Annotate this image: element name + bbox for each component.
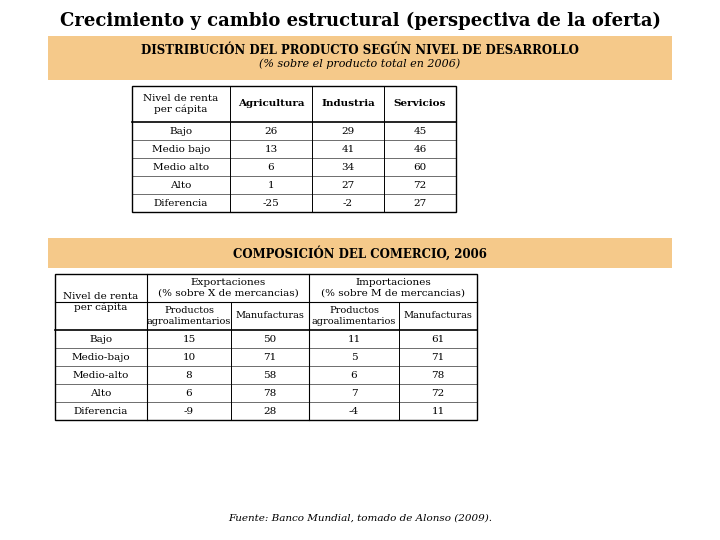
Text: 8: 8 <box>186 370 192 380</box>
Text: Medio-bajo: Medio-bajo <box>72 353 130 361</box>
Text: Nivel de renta
per cápita: Nivel de renta per cápita <box>143 94 219 114</box>
Text: 11: 11 <box>347 334 361 343</box>
Text: Crecimiento y cambio estructural (perspectiva de la oferta): Crecimiento y cambio estructural (perspe… <box>60 12 660 30</box>
Text: 45: 45 <box>413 126 427 136</box>
Text: -2: -2 <box>343 199 353 207</box>
Text: 34: 34 <box>341 163 355 172</box>
Text: Productos
agroalimentarios: Productos agroalimentarios <box>312 306 396 326</box>
Text: 13: 13 <box>264 145 278 153</box>
Text: Alto: Alto <box>90 388 112 397</box>
Text: Diferencia: Diferencia <box>154 199 208 207</box>
Text: Medio alto: Medio alto <box>153 163 209 172</box>
Text: 71: 71 <box>431 353 445 361</box>
Text: 28: 28 <box>264 407 276 415</box>
Text: 6: 6 <box>351 370 357 380</box>
Text: 58: 58 <box>264 370 276 380</box>
Text: Nivel de renta
per cápita: Nivel de renta per cápita <box>63 292 139 312</box>
Text: -9: -9 <box>184 407 194 415</box>
Text: 46: 46 <box>413 145 427 153</box>
Text: -4: -4 <box>349 407 359 415</box>
Text: 71: 71 <box>264 353 276 361</box>
Text: Importaciones
(% sobre M de mercancias): Importaciones (% sobre M de mercancias) <box>321 278 465 298</box>
Text: 78: 78 <box>431 370 445 380</box>
Text: 41: 41 <box>341 145 355 153</box>
Text: 5: 5 <box>351 353 357 361</box>
Text: 7: 7 <box>351 388 357 397</box>
Text: Exportaciones
(% sobre X de mercancias): Exportaciones (% sobre X de mercancias) <box>158 278 298 298</box>
Text: 11: 11 <box>431 407 445 415</box>
Text: 27: 27 <box>341 180 355 190</box>
Text: COMPOSICIÓN DEL COMERCIO, 2006: COMPOSICIÓN DEL COMERCIO, 2006 <box>233 246 487 260</box>
Text: 26: 26 <box>264 126 278 136</box>
Text: Alto: Alto <box>171 180 192 190</box>
Bar <box>55 274 477 420</box>
Text: Manufacturas: Manufacturas <box>404 312 472 321</box>
Text: Industria: Industria <box>321 99 375 109</box>
Text: Agricultura: Agricultura <box>238 99 305 109</box>
Text: 10: 10 <box>182 353 196 361</box>
Text: 78: 78 <box>264 388 276 397</box>
Text: 29: 29 <box>341 126 355 136</box>
Text: Medio-alto: Medio-alto <box>73 370 129 380</box>
Text: 6: 6 <box>186 388 192 397</box>
Text: Productos
agroalimentarios: Productos agroalimentarios <box>147 306 231 326</box>
Text: Medio bajo: Medio bajo <box>152 145 210 153</box>
Text: (% sobre el producto total en 2006): (% sobre el producto total en 2006) <box>259 58 461 69</box>
Text: -25: -25 <box>263 199 279 207</box>
Bar <box>48 238 672 268</box>
Text: 6: 6 <box>268 163 274 172</box>
Text: Bajo: Bajo <box>89 334 112 343</box>
Text: Manufacturas: Manufacturas <box>235 312 305 321</box>
Text: 72: 72 <box>431 388 445 397</box>
Text: 72: 72 <box>413 180 427 190</box>
Bar <box>132 86 456 212</box>
Text: Servicios: Servicios <box>394 99 446 109</box>
Text: 27: 27 <box>413 199 427 207</box>
Text: 15: 15 <box>182 334 196 343</box>
Text: 61: 61 <box>431 334 445 343</box>
Bar <box>48 36 672 80</box>
Text: 50: 50 <box>264 334 276 343</box>
Text: Fuente: Banco Mundial, tomado de Alonso (2009).: Fuente: Banco Mundial, tomado de Alonso … <box>228 514 492 523</box>
Text: 1: 1 <box>268 180 274 190</box>
Text: Bajo: Bajo <box>169 126 192 136</box>
Text: DISTRIBUCIÓN DEL PRODUCTO SEGÚN NIVEL DE DESARROLLO: DISTRIBUCIÓN DEL PRODUCTO SEGÚN NIVEL DE… <box>141 44 579 57</box>
Text: 60: 60 <box>413 163 427 172</box>
Text: Diferencia: Diferencia <box>74 407 128 415</box>
